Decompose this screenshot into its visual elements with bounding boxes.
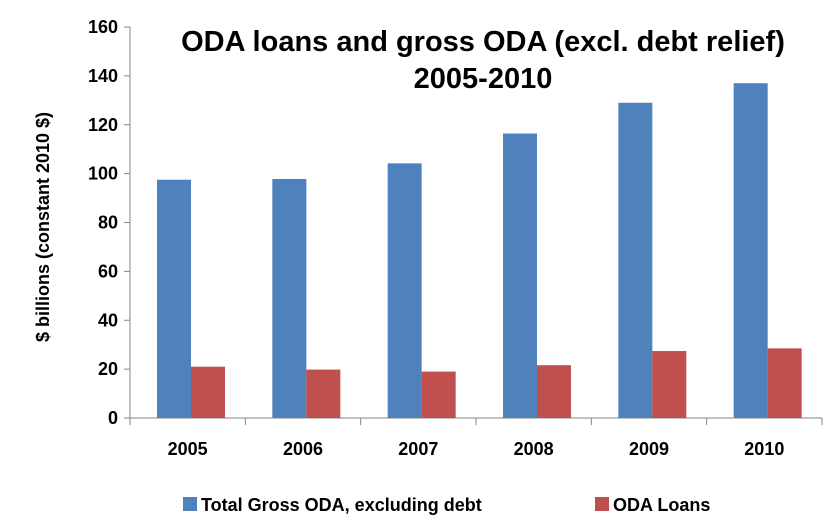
bars: [157, 83, 802, 419]
y-tick-label: 80: [98, 213, 118, 233]
y-tick-label: 0: [108, 408, 118, 428]
y-tick-label: 100: [88, 164, 118, 184]
x-axis: 2005 2006 2007 2008 2009 2010: [129, 417, 823, 459]
legend-swatch: [595, 497, 609, 511]
x-tick-label: 2008: [514, 439, 554, 459]
bar-total-gross-oda-2008: [503, 133, 537, 419]
legend: Total Gross ODA, excluding debt ODA Loans: [183, 495, 710, 515]
legend-label: Total Gross ODA, excluding debt: [201, 495, 482, 515]
y-tick-label: 20: [98, 359, 118, 379]
chart-title: ODA loans and gross ODA (excl. debt reli…: [181, 26, 785, 95]
bar-oda-loans-2007: [421, 371, 456, 418]
y-tick-label: 160: [88, 17, 118, 37]
bar-oda-loans-2010: [767, 348, 802, 418]
chart-title-line-2: 2005-2010: [414, 63, 553, 95]
x-tick-label: 2010: [744, 439, 784, 459]
y-tick-label: 60: [98, 261, 118, 281]
bar-total-gross-oda-2009: [618, 102, 653, 418]
x-tick-label: 2006: [283, 439, 323, 459]
legend-label: ODA Loans: [613, 495, 710, 515]
x-tick-label: 2009: [629, 439, 669, 459]
bar-total-gross-oda-2005: [157, 179, 191, 418]
y-tick-label: 40: [98, 310, 118, 330]
chart-title-line-1: ODA loans and gross ODA (excl. debt reli…: [181, 26, 785, 58]
bar-total-gross-oda-2007: [387, 163, 422, 418]
y-axis-label: $ billions (constant 2010 $): [33, 112, 53, 342]
y-tick-label: 140: [88, 66, 118, 86]
bar-total-gross-oda-2010: [733, 83, 768, 419]
bar-oda-loans-2009: [652, 351, 687, 418]
y-tick-label: 120: [88, 115, 118, 135]
bar-oda-loans-2005: [191, 366, 225, 418]
legend-swatch: [183, 497, 197, 511]
y-axis: 0 20 40 60 80 100 120 140 160: [88, 17, 131, 428]
bar-oda-loans-2008: [537, 365, 571, 418]
x-tick-label: 2005: [168, 439, 208, 459]
bar-total-gross-oda-2006: [272, 179, 307, 418]
bar-oda-loans-2006: [306, 369, 341, 418]
x-tick-label: 2007: [398, 439, 438, 459]
